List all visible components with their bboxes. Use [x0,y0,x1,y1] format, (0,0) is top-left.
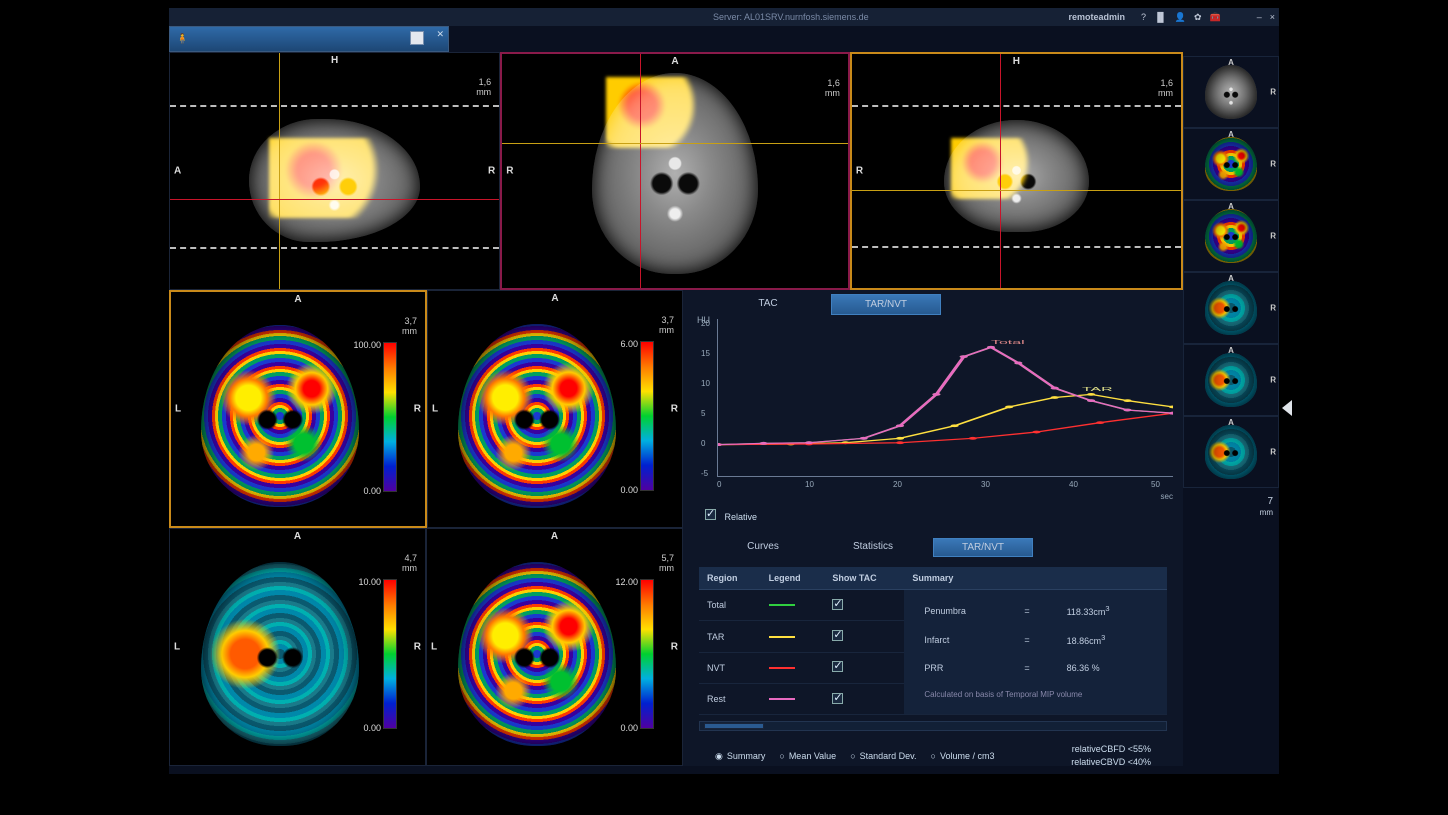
tab-curves[interactable]: Curves [713,538,813,557]
thumbnail[interactable]: AR [1183,56,1279,128]
minimize-icon[interactable]: – [1257,12,1262,22]
help-icon[interactable]: ? [1141,12,1146,22]
threshold-note: relativeCBFD <55%relativeCBVD <40% [1071,743,1151,768]
slice-info: 1,6mm [825,78,840,98]
colorbar [383,342,397,492]
table-row[interactable]: TotalPenumbra=118.33cm3Infarct=18.86cm3P… [699,590,1167,621]
perfusion-ttp[interactable]: A L R 5,7mm 12.00 0.00 [426,528,683,766]
thumbnail[interactable]: AR [1183,416,1279,488]
mid-row: A L R 3,7mm 100.00 0.00 A L R 3,7mm 6. [169,290,1183,528]
tac-chart[interactable]: HU TotalTAR 20 15 10 5 0 -5 0 10 20 30 [683,315,1183,503]
slice-info: 1,6mm [1158,78,1173,98]
thumbnail-strip: ARARARARARAR 7 mm [1183,52,1279,774]
tab-close-icon[interactable]: ✕ [436,29,444,40]
mpr-sagittal[interactable]: H A R 1,6mm [169,52,500,290]
patient-tab[interactable]: 🧍 ✕ [169,26,449,52]
tab-statistics[interactable]: Statistics [823,538,923,557]
relative-checkbox-row: Relative [683,503,1183,528]
show-tac-checkbox[interactable] [832,599,843,610]
perfusion-cbv[interactable]: A L R 3,7mm 6.00 0.00 [427,290,683,528]
orient-top: A [671,56,678,67]
orient-left: R [506,166,513,177]
server-label: Server: AL01SRV.nurnfosh.siemens.de [713,12,869,22]
thumbnail[interactable]: AR [1183,200,1279,272]
radio-mean[interactable]: ○ Mean Value [779,751,836,761]
show-tac-checkbox[interactable] [832,693,843,704]
radio-summary[interactable]: ◉ Summary [715,751,765,762]
report-icon[interactable] [410,31,424,45]
colorbar [640,341,654,491]
tab-tarnvt2[interactable]: TAR/NVT [933,538,1033,557]
mpr-row: H A R 1,6mm A R 1,6 [169,52,1183,290]
mpr-axial[interactable]: A R 1,6mm [500,52,850,290]
table-scrollbar[interactable] [699,721,1167,731]
bot-row: A L R 4,7mm 10.00 0.00 A L R 5,7mm 12. [169,528,1183,766]
compare-icon[interactable]: ▐▌ [1154,12,1167,22]
thumbnail[interactable]: AR [1183,344,1279,416]
slice-info: 1,6mm [476,77,491,97]
tab-tac[interactable]: TAC [713,294,823,315]
orient-top: H [331,55,338,66]
window-close-icon[interactable]: × [1270,12,1275,22]
collapse-strip-icon[interactable] [1282,400,1292,416]
radio-volume[interactable]: ○ Volume / cm3 [931,751,995,761]
settings-icon[interactable]: ✿ [1194,12,1202,23]
svg-text:Total: Total [991,339,1025,345]
titlebar: Server: AL01SRV.nurnfosh.siemens.de remo… [169,8,1279,26]
stats-panel: Curves Statistics TAR/NVT Region Legend … [683,528,1183,766]
chart-canvas: Total TAR [717,319,1173,477]
colorbar [383,579,397,729]
person-icon: 🧍 [176,34,188,45]
user-label: remoteadmin [1068,12,1125,22]
thumbnail[interactable]: AR [1183,272,1279,344]
tab-tarnvt[interactable]: TAR/NVT [831,294,941,315]
show-tac-checkbox[interactable] [832,630,843,641]
analysis-panel: TAC TAR/NVT HU TotalTAR 20 15 10 5 0 -5 [683,290,1183,528]
show-tac-checkbox[interactable] [832,661,843,672]
summary-cell: Penumbra=118.33cm3Infarct=18.86cm3PRR=86… [904,590,1167,715]
orient-right: R [488,166,495,177]
relative-checkbox[interactable] [705,509,716,520]
thumbnail[interactable]: AR [1183,128,1279,200]
radio-stddev[interactable]: ○ Standard Dev. [850,751,916,761]
toolbox-icon[interactable]: 🧰 [1210,12,1221,23]
perfusion-mtt[interactable]: A L R 4,7mm 10.00 0.00 [169,528,426,766]
orient-left: A [174,166,181,177]
region-table-area: Region Legend Show TAC Summary TotalPenu… [683,557,1183,785]
summary-radios: ◉ Summary ○ Mean Value ○ Standard Dev. ○… [699,737,1167,774]
svg-text:TAR: TAR [1082,386,1113,392]
perfusion-cbf[interactable]: A L R 3,7mm 100.00 0.00 [169,290,427,528]
chart-tabs: TAC TAR/NVT [683,290,1183,315]
user-icon[interactable]: 👤 [1175,12,1186,23]
orient-left: R [856,166,863,177]
main-panels: H A R 1,6mm A R 1,6 [169,52,1183,774]
thumb-count: 7 mm [1183,496,1279,518]
orient-top: H [1013,56,1020,67]
tab-bar: 🧍 ✕ [169,26,1279,52]
app-window: Server: AL01SRV.nurnfosh.siemens.de remo… [169,8,1279,774]
region-table: Region Legend Show TAC Summary TotalPenu… [699,567,1167,715]
stats-tabs: Curves Statistics TAR/NVT [683,538,1183,557]
colorbar [640,579,654,729]
mpr-coronal[interactable]: H R 1,6mm [850,52,1183,290]
workspace: H A R 1,6mm A R 1,6 [169,52,1279,774]
